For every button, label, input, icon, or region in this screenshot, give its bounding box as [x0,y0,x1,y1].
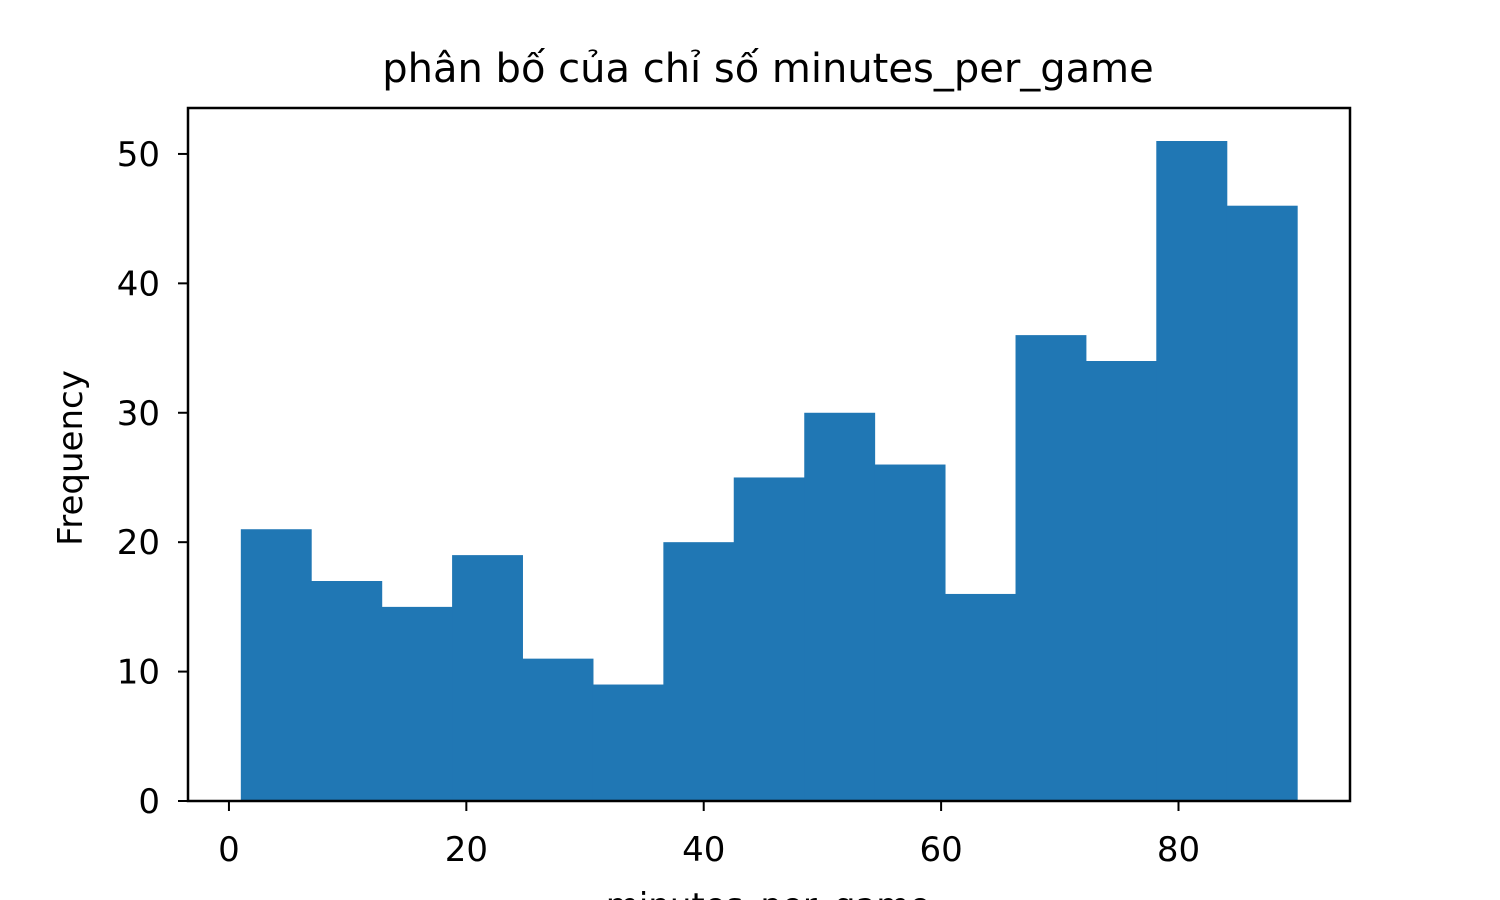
histogram-bar [804,412,876,801]
y-tick-label: 0 [138,782,160,822]
histogram-bar [1156,141,1228,801]
histogram-bar [381,606,453,801]
histogram-bar [522,658,594,801]
chart-title: phân bố của chỉ số minutes_per_game [382,46,1154,92]
y-tick-label: 30 [117,394,160,434]
x-tick-label: 60 [919,830,962,870]
x-tick-label: 80 [1157,830,1200,870]
y-tick-label: 50 [117,135,160,175]
histogram-bar [1085,361,1157,801]
histogram-bar [311,581,383,801]
y-tick-label: 40 [117,264,160,304]
histogram-bar [452,555,523,801]
y-axis-label: Frequency [51,370,91,546]
y-tick-label: 10 [117,653,160,693]
y-axis: 0 10 20 30 40 50 [117,135,188,822]
histogram-bar [663,542,735,801]
histogram-bar [945,593,1017,801]
histogram-bar [240,529,312,801]
histogram-bar [592,684,664,801]
x-tick-label: 20 [445,830,488,870]
x-axis: 0 20 40 60 80 [218,801,1200,870]
plot-frame [186,106,1352,803]
y-tick-label: 20 [117,523,160,563]
bars-group [240,141,1298,802]
histogram-bar [1226,205,1298,802]
histogram-bar [1015,335,1087,801]
x-axis-label: minutes_per_game [606,886,931,900]
histogram-bar [733,477,805,801]
x-tick-label: 0 [218,830,240,870]
x-tick-label: 40 [682,830,725,870]
histogram-bar [874,464,946,801]
